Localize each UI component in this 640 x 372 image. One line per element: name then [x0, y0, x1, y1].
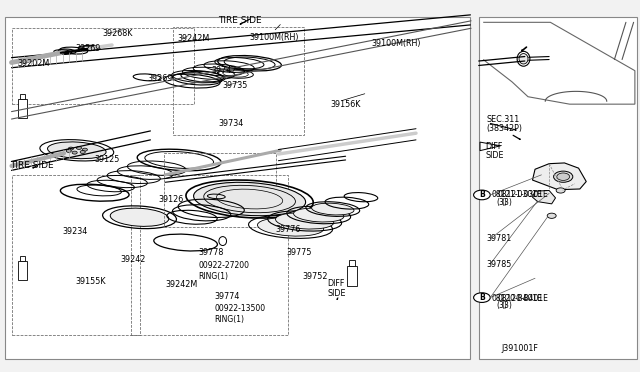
Circle shape [474, 293, 490, 302]
Text: B: B [479, 293, 484, 302]
Bar [173, 27, 304, 135]
Text: J391001F: J391001F [502, 344, 539, 353]
Text: 39269: 39269 [147, 74, 173, 83]
Circle shape [554, 171, 573, 182]
Ellipse shape [47, 142, 106, 159]
Circle shape [66, 150, 71, 153]
Text: B: B [479, 190, 484, 199]
Circle shape [80, 151, 85, 154]
Text: 39268K: 39268K [102, 29, 132, 38]
Text: 08121-0301E: 08121-0301E [492, 190, 542, 199]
Text: SIDE: SIDE [485, 151, 504, 160]
Text: (38342P): (38342P) [486, 124, 522, 133]
Circle shape [83, 148, 88, 151]
Text: 39242M: 39242M [178, 34, 210, 43]
Text: 39735: 39735 [223, 81, 248, 90]
Text: 39156K: 39156K [330, 100, 360, 109]
Ellipse shape [276, 213, 333, 229]
Bar [5, 17, 470, 359]
Circle shape [72, 151, 77, 154]
Text: (3): (3) [502, 301, 513, 310]
Text: 39742: 39742 [211, 66, 237, 75]
Polygon shape [532, 163, 586, 190]
Bar [164, 153, 276, 227]
Text: SEC.311: SEC.311 [486, 115, 520, 124]
Text: (3): (3) [497, 198, 508, 207]
Text: 39781: 39781 [486, 234, 511, 243]
Text: TIRE SIDE: TIRE SIDE [218, 16, 261, 25]
Circle shape [547, 213, 556, 218]
Text: (3): (3) [502, 198, 513, 207]
Text: 08120-B401E: 08120-B401E [492, 294, 542, 303]
Circle shape [556, 188, 565, 193]
Circle shape [76, 147, 81, 150]
Bar [347, 266, 357, 286]
Ellipse shape [519, 54, 528, 64]
Polygon shape [532, 190, 556, 204]
Text: 39778: 39778 [198, 248, 224, 257]
Text: 39100M(RH): 39100M(RH) [371, 39, 420, 48]
Text: RING(1): RING(1) [214, 315, 244, 324]
Text: DIFF: DIFF [485, 142, 502, 151]
Bar [18, 99, 27, 118]
Ellipse shape [312, 203, 354, 215]
Text: 39242M: 39242M [165, 280, 197, 289]
Text: SIDE: SIDE [328, 289, 346, 298]
Text: 39734: 39734 [219, 119, 244, 128]
Bar [131, 175, 288, 335]
Text: 39242: 39242 [120, 255, 146, 264]
Text: 39774: 39774 [214, 292, 240, 301]
Bar [20, 256, 25, 261]
Text: 39269: 39269 [76, 44, 101, 53]
Text: 39202M: 39202M [18, 60, 50, 68]
Text: 08121-0301E: 08121-0301E [498, 190, 548, 199]
Ellipse shape [110, 208, 169, 226]
Text: 39752: 39752 [302, 272, 328, 280]
Text: 39234: 39234 [63, 227, 88, 236]
Bar [20, 94, 25, 99]
Text: 39785: 39785 [486, 260, 512, 269]
Bar [349, 260, 355, 266]
Ellipse shape [193, 182, 306, 216]
Circle shape [557, 173, 570, 180]
Text: 08120-B401E: 08120-B401E [498, 294, 548, 303]
Bar [18, 261, 27, 280]
Text: (3): (3) [497, 301, 508, 310]
Circle shape [474, 190, 490, 200]
Text: RING(1): RING(1) [198, 272, 228, 280]
Text: 00922-27200: 00922-27200 [198, 261, 250, 270]
Bar [12, 28, 194, 104]
Text: 00922-13500: 00922-13500 [214, 304, 266, 313]
Ellipse shape [294, 208, 344, 222]
Bar [479, 17, 637, 359]
Text: DIFF: DIFF [328, 279, 345, 288]
Circle shape [68, 147, 74, 150]
Text: 39126: 39126 [159, 195, 184, 204]
Ellipse shape [257, 218, 324, 236]
Bar [12, 175, 140, 335]
Text: 39100M(RH): 39100M(RH) [250, 33, 299, 42]
Text: 39776: 39776 [275, 225, 301, 234]
Text: 39125: 39125 [95, 155, 120, 164]
Text: 39775: 39775 [287, 248, 312, 257]
Text: 39155K: 39155K [76, 278, 106, 286]
Text: TIRE SIDE: TIRE SIDE [10, 161, 54, 170]
